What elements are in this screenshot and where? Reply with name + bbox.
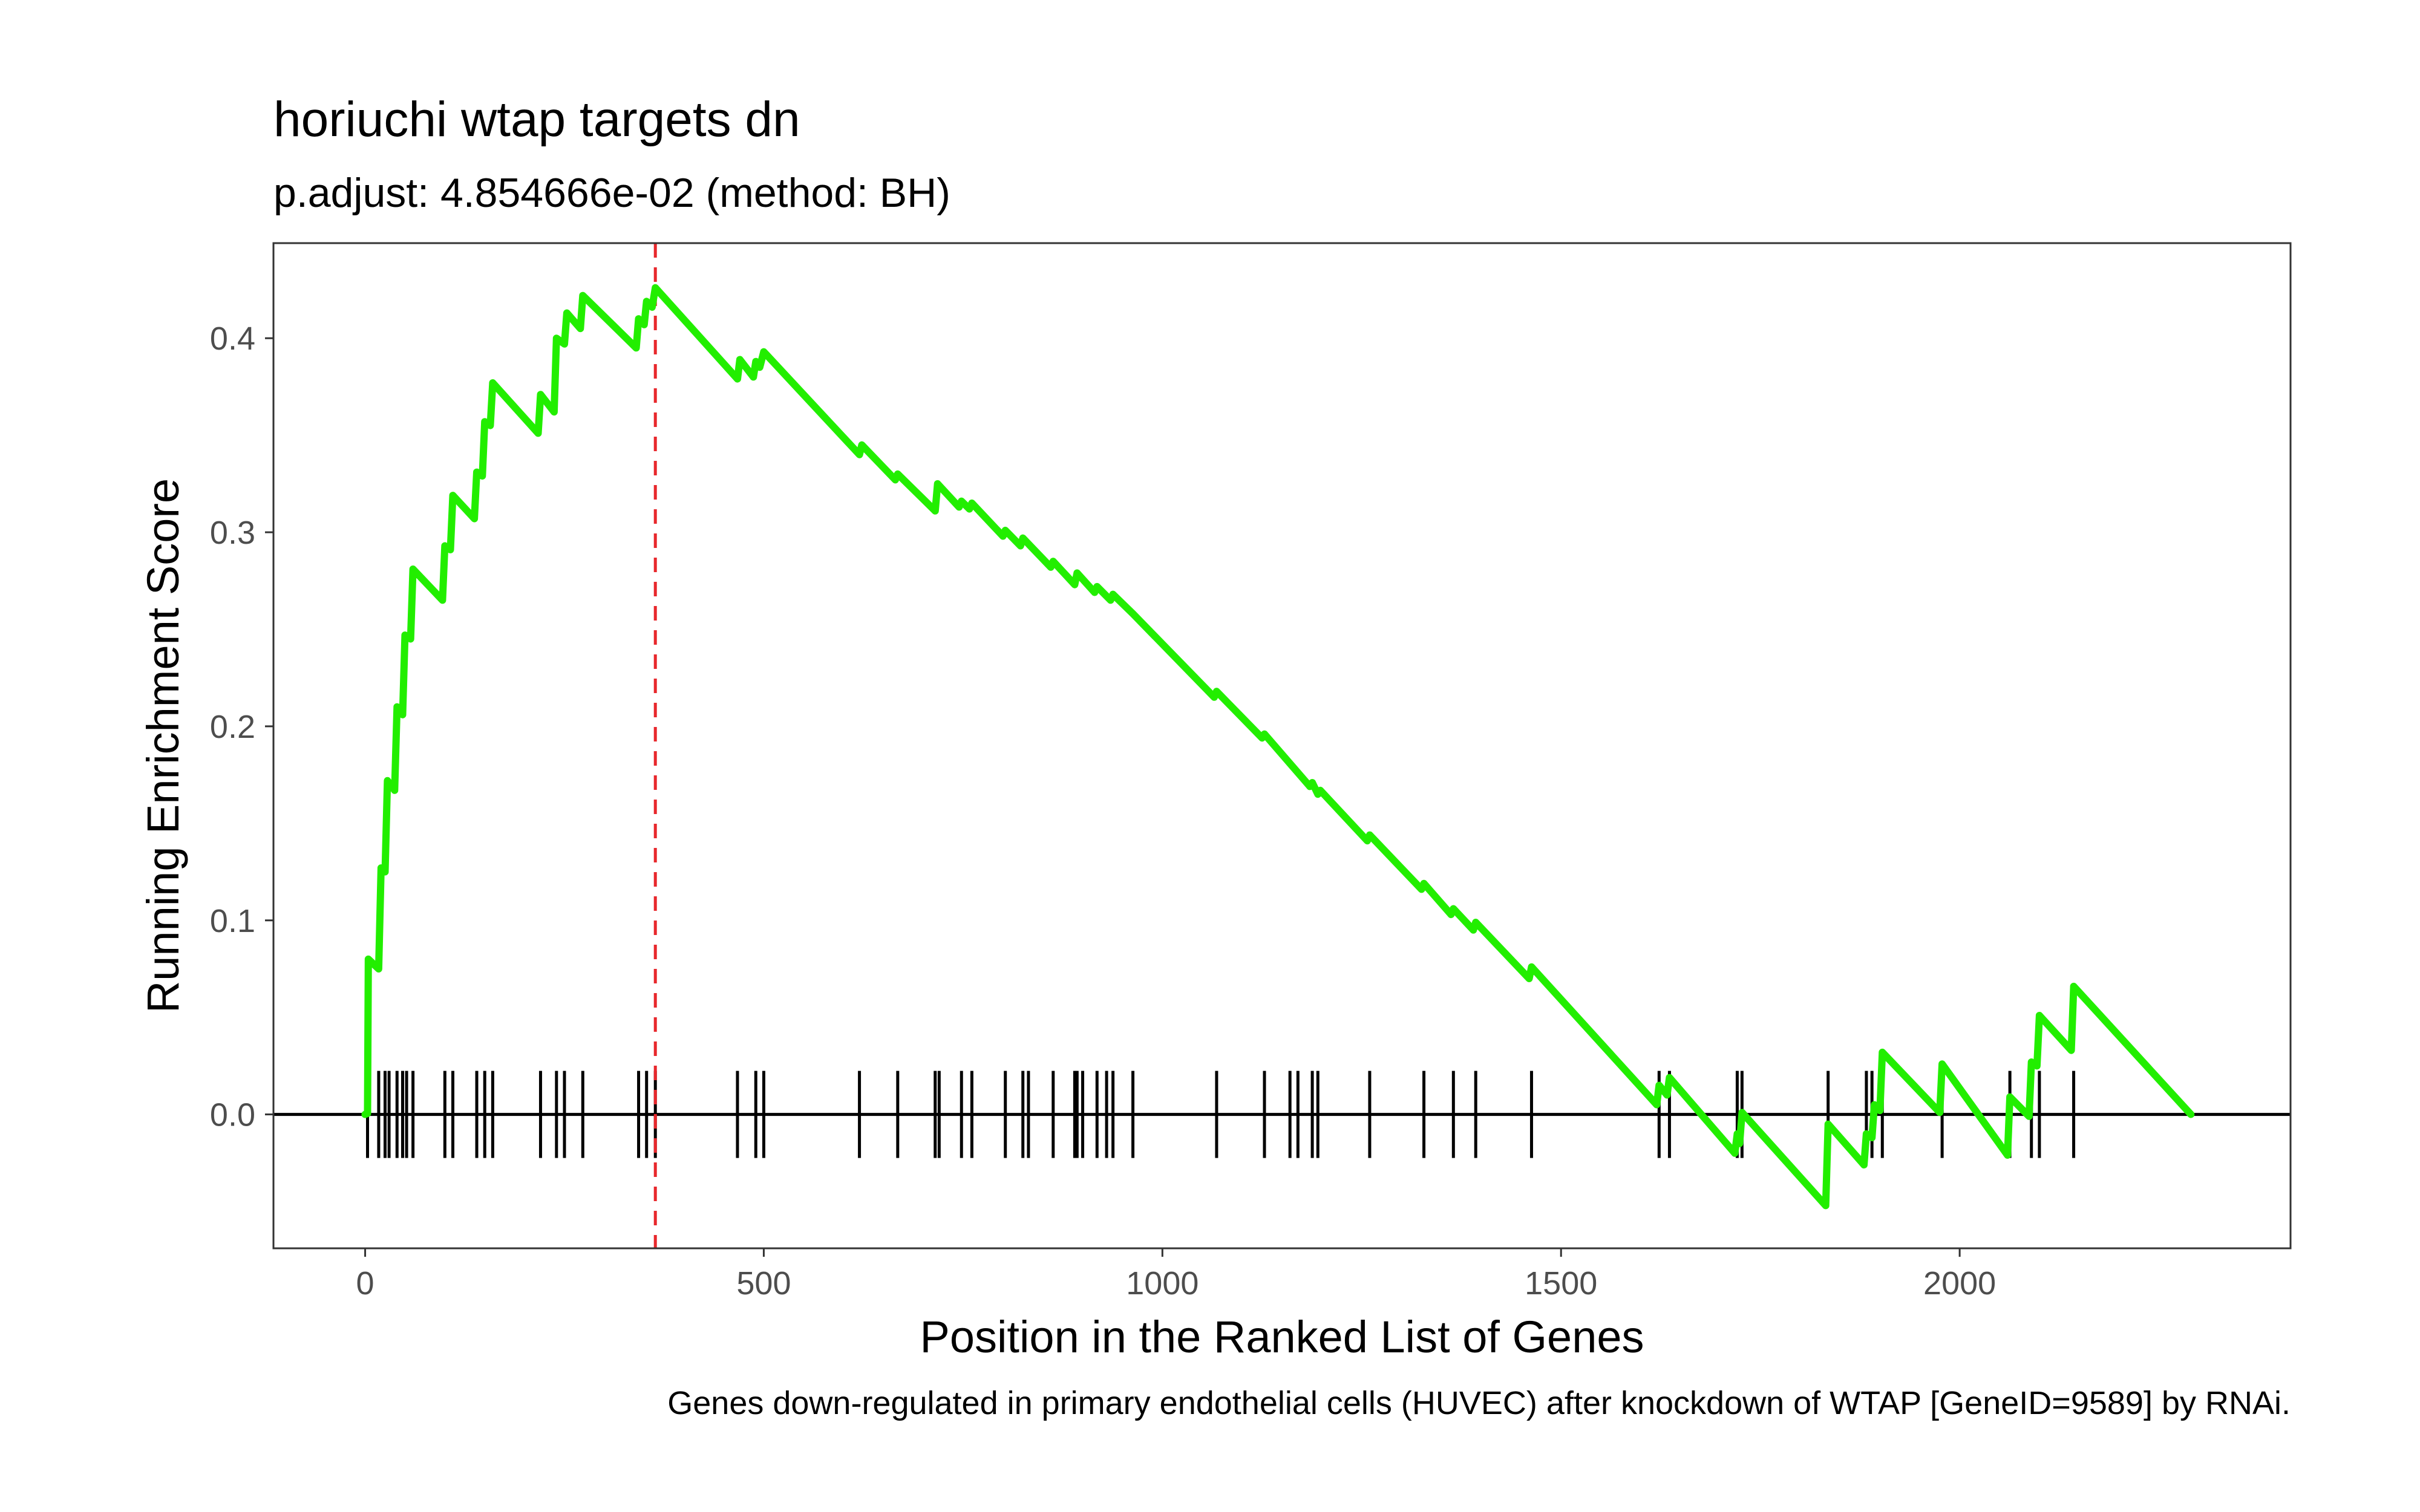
y-axis-label: Running Enrichment Score — [138, 478, 188, 1013]
panel-border — [272, 242, 2292, 1250]
y-tick-label: 0.1 — [210, 903, 255, 939]
y-tick-label: 0.0 — [210, 1097, 255, 1133]
chart-title: horiuchi wtap targets dn — [273, 92, 800, 147]
x-tick-label: 500 — [736, 1265, 791, 1302]
x-tick-label: 1000 — [1126, 1265, 1199, 1302]
x-axis-label: Position in the Ranked List of Genes — [920, 1312, 1644, 1362]
y-tick-label: 0.3 — [210, 515, 255, 551]
chart-caption: Genes down-regulated in primary endothel… — [667, 1385, 2291, 1421]
x-tick-label: 1500 — [1525, 1265, 1597, 1302]
y-tick-label: 0.2 — [210, 709, 255, 745]
x-tick-label: 2000 — [1923, 1265, 1996, 1302]
y-tick-label: 0.4 — [210, 321, 255, 357]
running-enrichment-score-line — [361, 284, 2195, 1210]
x-tick-label: 0 — [356, 1265, 374, 1302]
chart-subtitle: p.adjust: 4.854666e-02 (method: BH) — [273, 170, 950, 216]
